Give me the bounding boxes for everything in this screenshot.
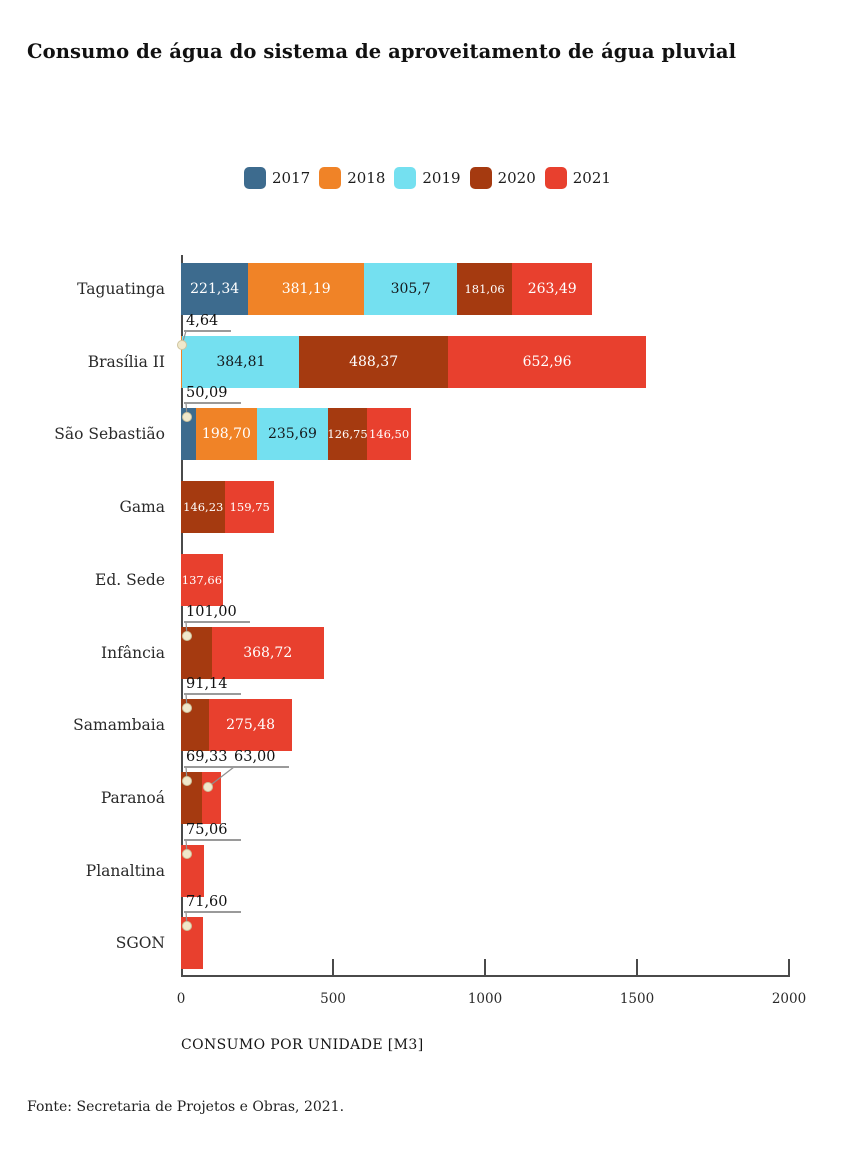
tick-label: 1000 [467,991,503,1007]
value-label: 235,69 [267,426,317,442]
legend-item-2021[interactable]: 2021 [544,167,611,189]
x-axis-label: CONSUMO POR UNIDADE [M3] [181,1037,424,1053]
callout-label-2020: 101,00 [184,603,250,623]
y-axis-line [181,255,183,976]
callout-label-2017: 50,09 [184,384,241,404]
legend-swatch [394,167,417,189]
legend-swatch [544,167,567,189]
value-label: 275,48 [226,717,276,733]
legend-swatch [469,167,492,189]
value-label: 305,7 [390,281,431,297]
value-label: 381,19 [281,281,331,297]
callout-dot-2021[interactable] [182,921,192,931]
value-label: 159,75 [229,500,270,514]
legend-label: 2018 [347,169,386,187]
category-label: Taguatinga [77,280,165,298]
bar-segment-2017[interactable]: 221,34 [181,263,249,315]
bar-segment-2019[interactable]: 305,7 [364,263,458,315]
legend-item-2018[interactable]: 2018 [319,167,385,189]
chart-title: Consumo de água do sistema de aproveitam… [27,40,737,63]
legend-item-2019[interactable]: 2019 [394,167,461,189]
tick-label: 500 [320,991,346,1007]
legend-label: 2019 [422,169,461,187]
callout-label-2020: 91,14 [184,675,241,695]
bar-segment-2021[interactable]: 159,75 [225,481,275,533]
legend-label: 2017 [272,169,311,187]
callout-dot-2020[interactable] [182,631,192,641]
value-label: 137,66 [181,573,223,587]
bar-segment-2018[interactable]: 198,70 [196,408,257,460]
legend-item-2017[interactable]: 2017 [244,167,310,189]
legend-label: 2020 [497,169,536,187]
bar-segment-2019[interactable]: 235,69 [256,408,329,460]
bar-segment-2021[interactable]: 368,72 [211,627,324,679]
bar-segment-2021[interactable]: 146,50 [366,408,412,460]
bar-segment-2018[interactable] [181,336,183,388]
bar-segment-2021[interactable]: 263,49 [512,263,593,315]
value-label: 384,81 [216,354,266,370]
callout-label-2021: 63,00 [232,748,289,768]
value-label: 221,34 [190,281,240,297]
category-label: Gama [119,498,165,516]
tick-mark [484,959,486,975]
legend-swatch [244,167,266,189]
category-label: Infância [101,644,165,662]
bar-segment-2020[interactable]: 181,06 [457,263,513,315]
bar-segment-2020[interactable]: 146,23 [181,481,226,533]
bar-segment-2021[interactable]: 652,96 [447,336,647,388]
tick-mark [332,959,334,975]
callout-dot-2021[interactable] [203,782,214,792]
value-label: 181,06 [464,282,505,296]
bar-segment-2020[interactable]: 488,37 [299,336,448,388]
legend-swatch [319,167,342,189]
category-label: Samambaia [73,716,165,734]
legend: 2017 2018 2019 2020 2021 [244,167,611,189]
bar-segment-2021[interactable]: 137,66 [181,554,223,606]
callout-dot-2017[interactable] [182,412,192,422]
category-label: Brasília II [87,353,165,371]
tick-label: 0 [176,991,186,1007]
tick-label: 1500 [619,991,655,1007]
bar-segment-2021[interactable]: 275,48 [208,699,293,751]
category-label: Ed. Sede [95,571,165,589]
tick-mark [636,959,638,975]
value-label: 146,50 [368,427,410,441]
value-label: 146,23 [183,500,224,514]
bar-segment-2019[interactable]: 384,81 [182,336,300,388]
bar-segment-2018[interactable]: 381,19 [248,263,365,315]
bar-segment-2021[interactable] [202,772,222,824]
bar-segment-2020[interactable]: 126,75 [327,408,368,460]
value-label: 488,37 [349,354,399,370]
value-label: 652,96 [522,354,572,370]
value-label: 126,75 [327,427,368,441]
callout-dot-2018[interactable] [177,340,187,350]
callout-dot-2021[interactable] [182,849,192,859]
value-label: 368,72 [243,645,293,661]
category-label: Paranoá [100,789,165,807]
tick-mark [788,959,790,975]
callout-dot-2020[interactable] [182,703,192,713]
legend-item-2020[interactable]: 2020 [469,167,536,189]
x-axis-line [181,975,790,977]
value-label: 263,49 [527,281,577,297]
category-label: Planaltina [85,862,165,880]
legend-label: 2021 [572,169,611,187]
callout-label-2018: 4,64 [184,312,232,332]
category-label: SGON [115,934,165,952]
value-label: 198,70 [201,426,251,442]
callout-label-2021: 71,60 [184,893,241,913]
callout-dot-2020[interactable] [182,776,192,786]
tick-label: 2000 [771,991,807,1007]
category-label: São Sebastião [54,425,165,443]
callout-label-2021: 75,06 [184,821,241,841]
source-note: Fonte: Secretaria de Projetos e Obras, 2… [27,1099,345,1115]
